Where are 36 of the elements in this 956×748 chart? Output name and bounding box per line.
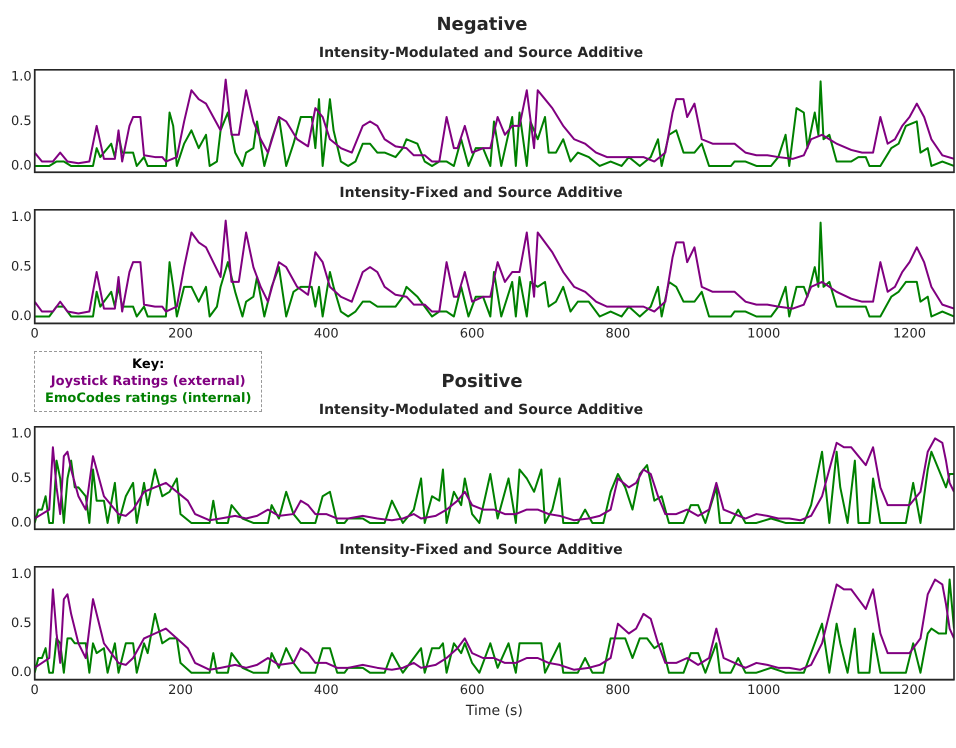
y-tick-label: 1.0 <box>10 426 32 442</box>
x-tick-label: 0 <box>30 326 39 342</box>
y-tick-label: 1.0 <box>10 567 32 582</box>
y-tick-label: 0.0 <box>10 665 32 680</box>
chart-subtitle: Intensity-Modulated and Source Additive <box>318 402 644 418</box>
x-tick-label: 200 <box>168 682 193 698</box>
chart-title: Intensity-Fixed and Source Additive <box>339 542 623 558</box>
text: Joystick Ratings (external) <box>49 373 247 390</box>
y-tick-label: 0.0 <box>10 158 32 174</box>
x-tick-label: 1000 <box>747 326 780 342</box>
y-tick-label: 0.5 <box>10 114 32 129</box>
y-tick-label: 0.0 <box>10 515 32 530</box>
y-tick-label: 0.0 <box>10 308 32 324</box>
x-tick-label: 600 <box>460 326 485 342</box>
chart-title: Intensity-Fixed and Source Additive <box>339 185 623 202</box>
text: EmoCodes ratings (internal) <box>45 390 252 407</box>
x-tick-label: 400 <box>314 682 339 698</box>
x-axis-title: Time (s) <box>464 703 523 720</box>
y-tick-label: 0.5 <box>10 470 32 486</box>
x-tick-label: 1000 <box>747 682 780 698</box>
x-tick-label: 600 <box>460 682 485 698</box>
chart-subtitle: Intensity-Modulated and Source Additive <box>318 45 644 62</box>
x-tick-label: 200 <box>168 326 193 342</box>
chart-title: Negative <box>435 13 529 37</box>
x-tick-label: 0 <box>30 682 39 698</box>
legend-title: Key: <box>131 356 166 373</box>
x-tick-label: 1200 <box>892 682 926 698</box>
x-tick-label: 1200 <box>892 326 926 342</box>
y-tick-label: 0.5 <box>10 259 32 274</box>
x-tick-label: 400 <box>314 326 339 342</box>
x-tick-label: 800 <box>605 682 630 698</box>
x-tick-label: 800 <box>605 326 630 342</box>
y-tick-label: 0.5 <box>10 616 32 632</box>
y-tick-label: 1.0 <box>10 69 32 84</box>
chart-title: Positive <box>441 371 523 392</box>
y-tick-label: 1.0 <box>10 210 32 226</box>
